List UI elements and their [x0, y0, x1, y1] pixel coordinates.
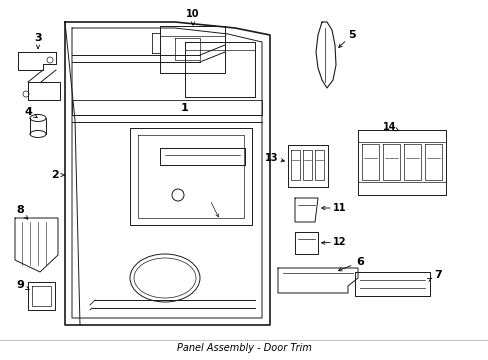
Text: 4: 4 [24, 107, 32, 117]
Text: 7: 7 [433, 270, 441, 280]
Text: 11: 11 [332, 203, 346, 213]
Text: 12: 12 [332, 237, 346, 247]
Text: 8: 8 [16, 205, 24, 215]
Text: 6: 6 [355, 257, 363, 267]
Text: 14: 14 [383, 122, 396, 132]
Text: 1: 1 [181, 103, 188, 113]
Text: 10: 10 [186, 9, 199, 19]
Text: 5: 5 [347, 30, 355, 40]
Text: 2: 2 [51, 170, 59, 180]
Text: 9: 9 [16, 280, 24, 290]
Text: 13: 13 [264, 153, 278, 163]
Text: Panel Assembly - Door Trim: Panel Assembly - Door Trim [176, 343, 311, 353]
Text: 3: 3 [34, 33, 42, 43]
